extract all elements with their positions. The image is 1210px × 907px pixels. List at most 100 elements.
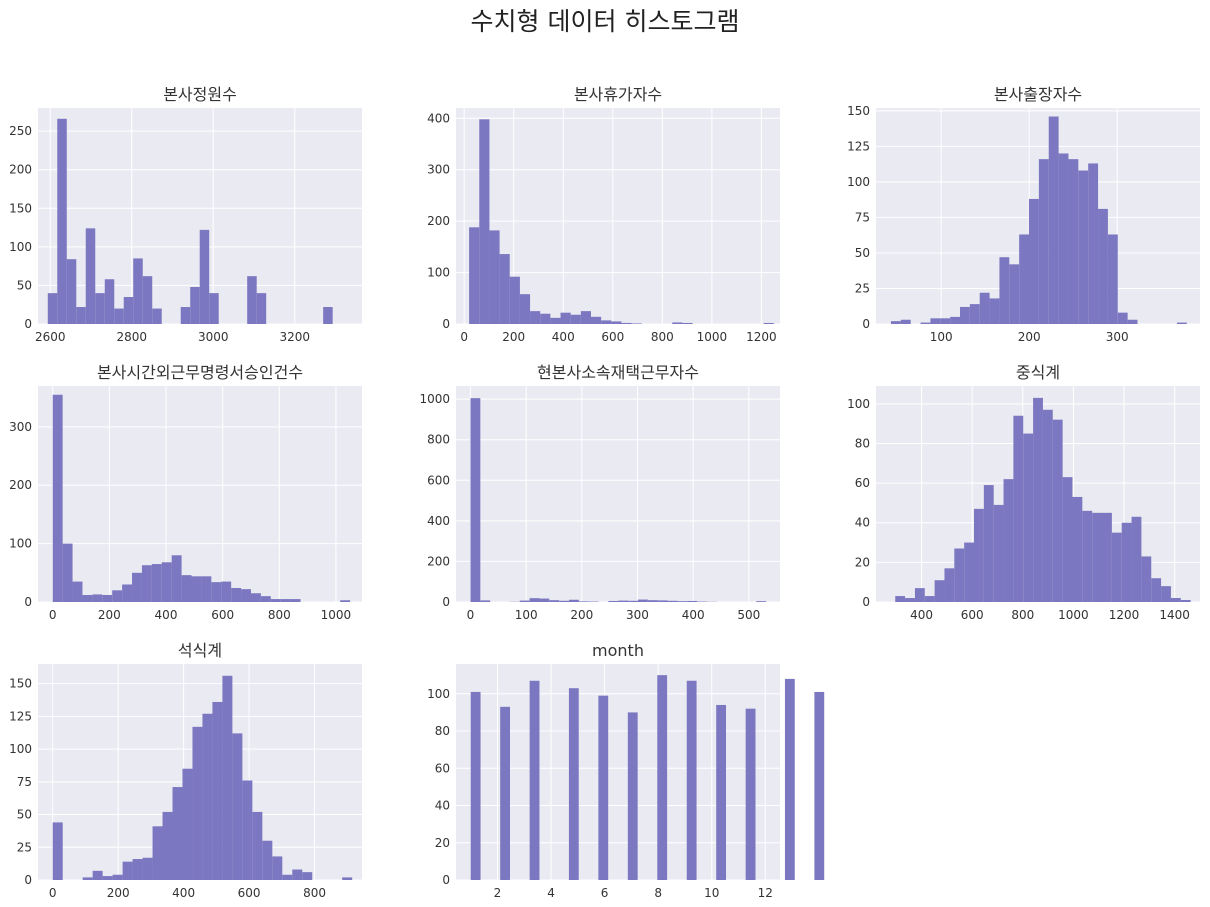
x-tick-label: 200 [107, 886, 130, 900]
histogram-bar [260, 596, 271, 602]
histogram-bar [201, 576, 212, 602]
x-tick-label: 400 [155, 608, 178, 622]
y-tick-label: 150 [9, 201, 32, 215]
x-tick-label: 0 [49, 608, 57, 622]
histogram-bar [763, 322, 774, 324]
subplot-title: 중식계 [1016, 363, 1060, 382]
histogram-bar [250, 593, 261, 602]
histogram-bar [114, 308, 124, 324]
histogram-bar [92, 870, 103, 880]
histogram-bar [142, 857, 153, 880]
y-tick-label: 40 [435, 799, 450, 813]
x-tick-label: 3200 [279, 330, 310, 344]
histogram-bar [756, 601, 767, 602]
histogram-bar [122, 584, 133, 602]
histogram-bar [979, 292, 990, 324]
histogram-bar [549, 600, 560, 602]
histogram-bar [151, 564, 162, 602]
histogram-bar [784, 678, 795, 880]
y-tick-label: 75 [17, 775, 32, 789]
histogram-bar [900, 319, 911, 324]
subplot-title: 본사정원수 [163, 85, 237, 104]
y-tick-label: 100 [847, 397, 870, 411]
y-tick-label: 1000 [419, 392, 450, 406]
y-tick-label: 0 [24, 317, 32, 331]
histogram-bar [608, 600, 619, 602]
histogram-bar [591, 316, 602, 324]
histogram-bar [628, 600, 638, 602]
histogram-bar [686, 680, 697, 880]
x-tick-label: 1000 [321, 608, 352, 622]
y-tick-label: 125 [9, 709, 32, 723]
x-tick-label: 100 [930, 330, 953, 344]
histogram-bar [95, 293, 105, 324]
histogram-bar [141, 565, 152, 602]
histogram-bar [133, 258, 143, 324]
histogram-bar [914, 588, 925, 602]
y-tick-label: 80 [855, 436, 870, 450]
plot-background [456, 386, 780, 602]
histogram-bar [1068, 159, 1079, 324]
x-tick-label: 1000 [697, 330, 728, 344]
histogram-bar [677, 601, 688, 602]
y-tick-label: 800 [427, 433, 450, 447]
histogram-bar [509, 276, 520, 324]
histogram-bar [1127, 319, 1138, 324]
figure-title: 수치형 데이터 히스토그램 [470, 7, 740, 36]
histogram-bar [191, 576, 202, 602]
histogram-bar [1013, 415, 1024, 602]
x-tick-label: 500 [737, 608, 760, 622]
histogram-bar [814, 691, 825, 880]
y-tick-label: 40 [855, 516, 870, 530]
histogram-bar [132, 859, 143, 880]
histogram-bar [540, 313, 551, 324]
histogram-bar [182, 768, 193, 880]
histogram-bar [519, 600, 530, 602]
x-tick-label: 10 [704, 886, 719, 900]
histogram-bar [112, 590, 123, 602]
histogram-bar [171, 555, 182, 602]
histogram-bar [72, 581, 83, 602]
subplot-title: month [592, 641, 644, 660]
histogram-bar [161, 562, 172, 602]
x-tick-label: 6 [601, 886, 609, 900]
histogram-bar [209, 293, 219, 324]
histogram-bar [152, 826, 163, 880]
histogram-bar [944, 568, 955, 602]
histogram-bar [222, 675, 233, 880]
histogram-bar [142, 276, 153, 324]
histogram-bar [1161, 586, 1171, 602]
y-tick-label: 25 [855, 281, 870, 295]
histogram-bar [231, 587, 242, 602]
x-tick-label: 2 [494, 886, 502, 900]
histogram-bar [82, 594, 93, 602]
y-tick-label: 200 [427, 214, 450, 228]
y-tick-label: 50 [17, 278, 32, 292]
x-tick-label: 100 [515, 608, 538, 622]
histogram-bar [1141, 556, 1152, 602]
x-tick-label: 600 [211, 608, 234, 622]
subplot-title: 현본사소속재택근무자수 [537, 363, 699, 382]
x-tick-label: 600 [601, 330, 624, 344]
histogram-bar [905, 598, 915, 602]
histogram-bar [1107, 234, 1118, 324]
histogram-bar [530, 311, 541, 324]
x-tick-label: 800 [303, 886, 326, 900]
y-tick-label: 0 [862, 317, 870, 331]
histogram-bar [1038, 159, 1049, 324]
y-tick-label: 100 [9, 240, 32, 254]
histogram-bar [469, 227, 480, 324]
histogram-bar [1048, 116, 1059, 325]
histogram-bar [489, 230, 500, 324]
histogram-bar [470, 398, 481, 602]
histogram-bar [162, 811, 173, 880]
histogram-bar [568, 688, 579, 880]
x-tick-label: 400 [682, 608, 705, 622]
x-tick-label: 800 [651, 330, 674, 344]
histogram-bar [282, 874, 293, 880]
histogram-bar [247, 276, 257, 324]
y-tick-label: 125 [847, 139, 870, 153]
subplot-title: 본사출장자수 [994, 85, 1082, 104]
histogram-bar [52, 394, 63, 602]
histogram-bar [745, 708, 756, 880]
